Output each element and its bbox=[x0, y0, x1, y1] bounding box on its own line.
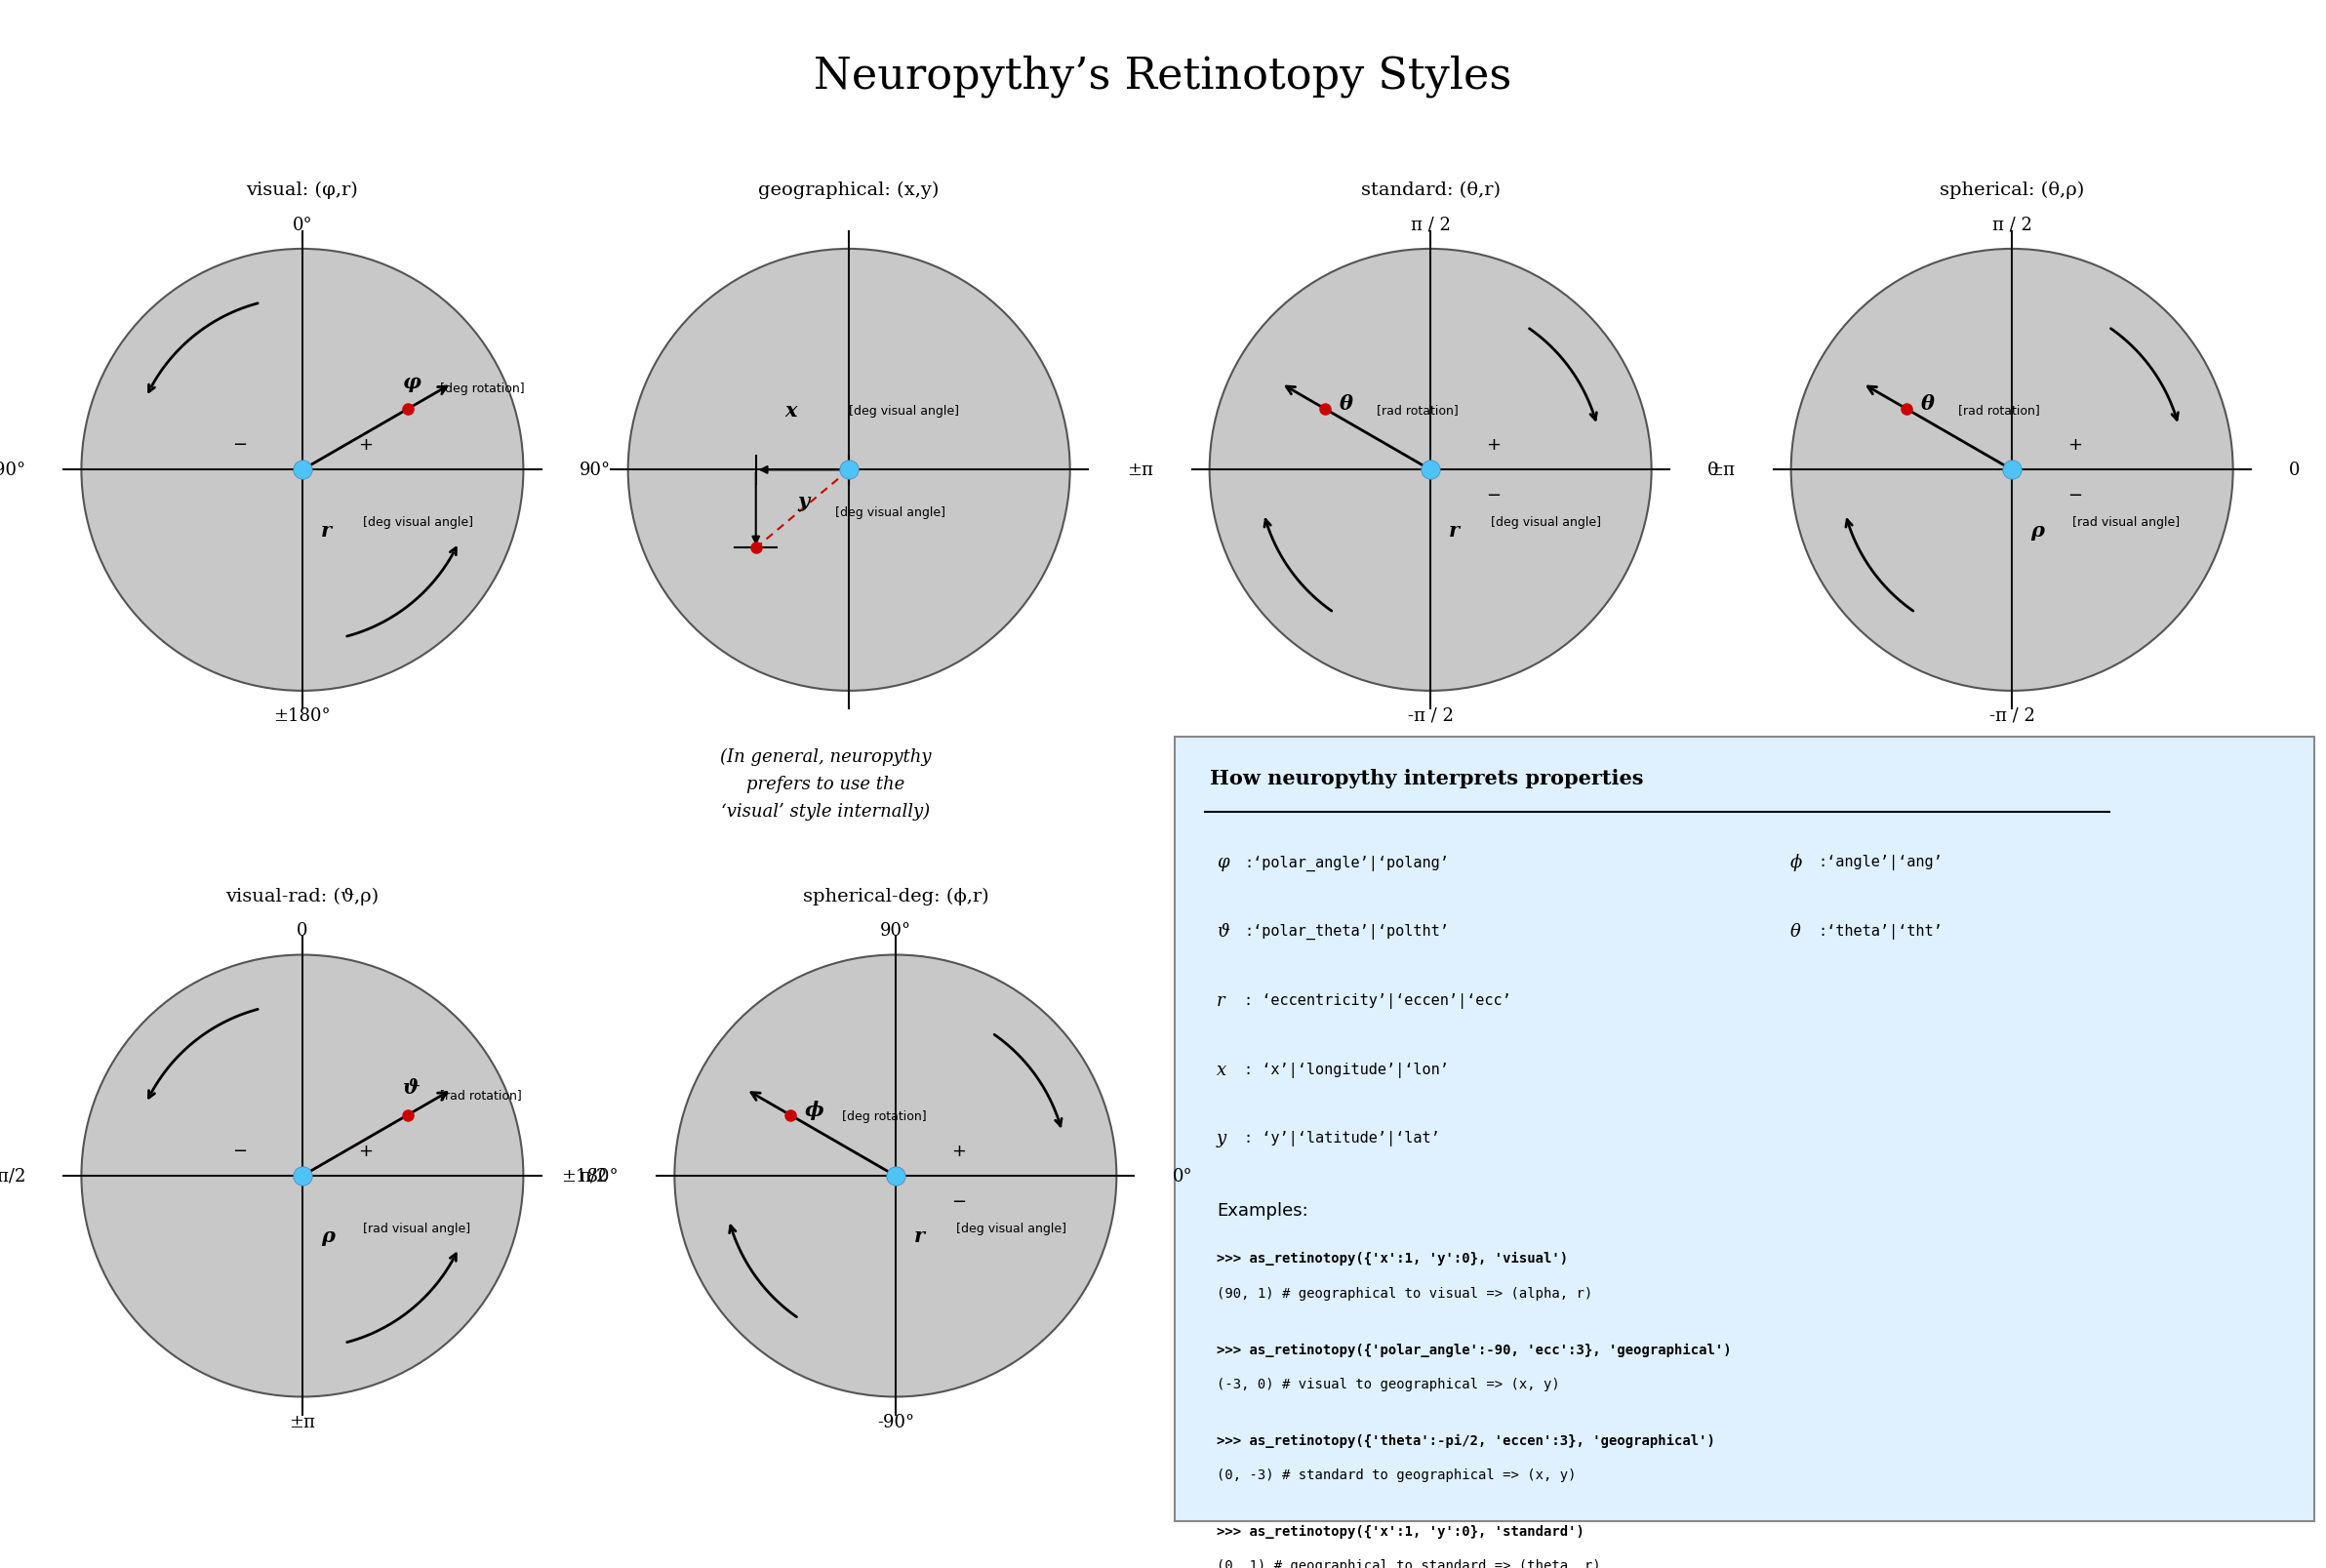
Text: +: + bbox=[2068, 436, 2082, 453]
Text: visual-rad: (ϑ,ρ): visual-rad: (ϑ,ρ) bbox=[226, 887, 379, 905]
Ellipse shape bbox=[81, 249, 523, 691]
Ellipse shape bbox=[675, 955, 1116, 1397]
Text: -π / 2: -π / 2 bbox=[1989, 707, 2035, 724]
Text: π / 2: π / 2 bbox=[1991, 216, 2033, 234]
Ellipse shape bbox=[81, 955, 523, 1397]
Text: [deg visual angle]: [deg visual angle] bbox=[956, 1221, 1065, 1234]
Text: +: + bbox=[358, 1142, 372, 1159]
Ellipse shape bbox=[1791, 249, 2233, 691]
Text: (0, 1) # geographical to standard => (theta, r): (0, 1) # geographical to standard => (th… bbox=[1216, 1559, 1600, 1568]
Text: −: − bbox=[1486, 488, 1500, 505]
Text: Examples:: Examples: bbox=[1216, 1201, 1307, 1218]
Text: ρ: ρ bbox=[321, 1226, 335, 1245]
Text: 0: 0 bbox=[2289, 461, 2300, 480]
Text: : ‘y’|‘latitude’|‘lat’: : ‘y’|‘latitude’|‘lat’ bbox=[1244, 1131, 1440, 1146]
Text: ±π: ±π bbox=[1710, 461, 1735, 480]
Text: 0: 0 bbox=[298, 922, 307, 939]
Text: -π / 2: -π / 2 bbox=[1407, 707, 1454, 724]
Text: x: x bbox=[1216, 1060, 1226, 1079]
Text: :‘polar_theta’|‘poltht’: :‘polar_theta’|‘poltht’ bbox=[1244, 924, 1449, 939]
Text: (0, -3) # standard to geographical => (x, y): (0, -3) # standard to geographical => (x… bbox=[1216, 1468, 1577, 1482]
Text: ϕ: ϕ bbox=[1791, 853, 1803, 872]
Text: [deg visual angle]: [deg visual angle] bbox=[849, 405, 958, 417]
Text: visual: (φ,r): visual: (φ,r) bbox=[247, 182, 358, 199]
Text: (In general, neuropythy
prefers to use the
‘visual’ style internally): (In general, neuropythy prefers to use t… bbox=[721, 748, 930, 820]
Text: Neuropythy’s Retinotopy Styles: Neuropythy’s Retinotopy Styles bbox=[814, 55, 1512, 97]
Text: -90°: -90° bbox=[877, 1413, 914, 1430]
Text: spherical: (θ,ρ): spherical: (θ,ρ) bbox=[1940, 182, 2084, 199]
Text: π/2: π/2 bbox=[579, 1167, 607, 1185]
Text: -90°: -90° bbox=[0, 461, 26, 480]
Text: ±π: ±π bbox=[1128, 461, 1154, 480]
Text: φ: φ bbox=[402, 372, 421, 392]
Text: [deg visual angle]: [deg visual angle] bbox=[1491, 516, 1600, 528]
Text: ±180°: ±180° bbox=[561, 1167, 619, 1185]
Text: ϕ: ϕ bbox=[805, 1099, 823, 1120]
Text: +: + bbox=[358, 436, 372, 453]
Text: y: y bbox=[1216, 1129, 1226, 1148]
Text: 90°: 90° bbox=[579, 461, 609, 480]
Text: [deg rotation]: [deg rotation] bbox=[440, 383, 523, 395]
Text: π / 2: π / 2 bbox=[1410, 216, 1451, 234]
Text: −: − bbox=[2068, 488, 2082, 505]
Text: >>> as_retinotopy({'polar_angle':-90, 'ecc':3}, 'geographical'): >>> as_retinotopy({'polar_angle':-90, 'e… bbox=[1216, 1342, 1731, 1356]
Text: r: r bbox=[1449, 521, 1461, 539]
Text: [rad rotation]: [rad rotation] bbox=[1377, 405, 1458, 417]
Text: [deg visual angle]: [deg visual angle] bbox=[835, 506, 944, 519]
Text: standard: (θ,r): standard: (θ,r) bbox=[1361, 182, 1500, 199]
Text: [rad visual angle]: [rad visual angle] bbox=[363, 1221, 470, 1234]
Text: −: − bbox=[951, 1193, 965, 1210]
Text: x: x bbox=[784, 401, 798, 420]
Text: θ: θ bbox=[1340, 394, 1354, 414]
Ellipse shape bbox=[1210, 249, 1651, 691]
Ellipse shape bbox=[628, 249, 1070, 691]
Text: [deg visual angle]: [deg visual angle] bbox=[363, 516, 472, 528]
Text: [rad rotation]: [rad rotation] bbox=[440, 1088, 521, 1101]
Text: (90, 1) # geographical to visual => (alpha, r): (90, 1) # geographical to visual => (alp… bbox=[1216, 1286, 1593, 1300]
Text: [rad visual angle]: [rad visual angle] bbox=[2072, 516, 2179, 528]
Text: r: r bbox=[914, 1226, 926, 1245]
Text: : ‘x’|‘longitude’|‘lon’: : ‘x’|‘longitude’|‘lon’ bbox=[1244, 1062, 1449, 1077]
Text: : ‘eccentricity’|‘eccen’|‘ecc’: : ‘eccentricity’|‘eccen’|‘ecc’ bbox=[1244, 993, 1512, 1008]
Text: >>> as_retinotopy({'theta':-pi/2, 'eccen':3}, 'geographical'): >>> as_retinotopy({'theta':-pi/2, 'eccen… bbox=[1216, 1433, 1714, 1447]
Text: −: − bbox=[233, 436, 247, 453]
Text: geographical: (x,y): geographical: (x,y) bbox=[758, 182, 940, 199]
Text: ϑ: ϑ bbox=[402, 1077, 421, 1098]
Text: +: + bbox=[1486, 436, 1500, 453]
Text: 0: 0 bbox=[1707, 461, 1719, 480]
Text: ±180°: ±180° bbox=[274, 707, 330, 724]
Text: −: − bbox=[233, 1142, 247, 1159]
Text: 0°: 0° bbox=[1172, 1167, 1193, 1185]
Text: >>> as_retinotopy({'x':1, 'y':0}, 'visual'): >>> as_retinotopy({'x':1, 'y':0}, 'visua… bbox=[1216, 1251, 1568, 1265]
Text: ϑ: ϑ bbox=[1216, 922, 1228, 941]
Text: 0°: 0° bbox=[293, 216, 312, 234]
Text: ±π: ±π bbox=[288, 1413, 316, 1430]
Text: r: r bbox=[1216, 991, 1226, 1010]
Text: How neuropythy interprets properties: How neuropythy interprets properties bbox=[1210, 768, 1642, 787]
Text: r: r bbox=[321, 521, 333, 539]
FancyBboxPatch shape bbox=[1175, 737, 2314, 1521]
Text: :‘angle’|‘ang’: :‘angle’|‘ang’ bbox=[1819, 855, 1942, 870]
Text: θ: θ bbox=[1921, 394, 1935, 414]
Text: :‘polar_angle’|‘polang’: :‘polar_angle’|‘polang’ bbox=[1244, 855, 1449, 870]
Text: y: y bbox=[798, 492, 809, 511]
Text: +: + bbox=[951, 1142, 965, 1159]
Text: θ: θ bbox=[1791, 922, 1800, 941]
Text: 90°: 90° bbox=[879, 922, 912, 939]
Text: >>> as_retinotopy({'x':1, 'y':0}, 'standard'): >>> as_retinotopy({'x':1, 'y':0}, 'stand… bbox=[1216, 1524, 1584, 1538]
Text: [deg rotation]: [deg rotation] bbox=[842, 1110, 926, 1123]
Text: [rad rotation]: [rad rotation] bbox=[1958, 405, 2040, 417]
Text: spherical-deg: (ϕ,r): spherical-deg: (ϕ,r) bbox=[802, 887, 989, 905]
Text: (-3, 0) # visual to geographical => (x, y): (-3, 0) # visual to geographical => (x, … bbox=[1216, 1377, 1561, 1391]
Text: -π/2: -π/2 bbox=[0, 1167, 26, 1185]
Text: ρ: ρ bbox=[2031, 521, 2045, 539]
Text: :‘theta’|‘tht’: :‘theta’|‘tht’ bbox=[1819, 924, 1942, 939]
Text: φ: φ bbox=[1216, 853, 1228, 872]
